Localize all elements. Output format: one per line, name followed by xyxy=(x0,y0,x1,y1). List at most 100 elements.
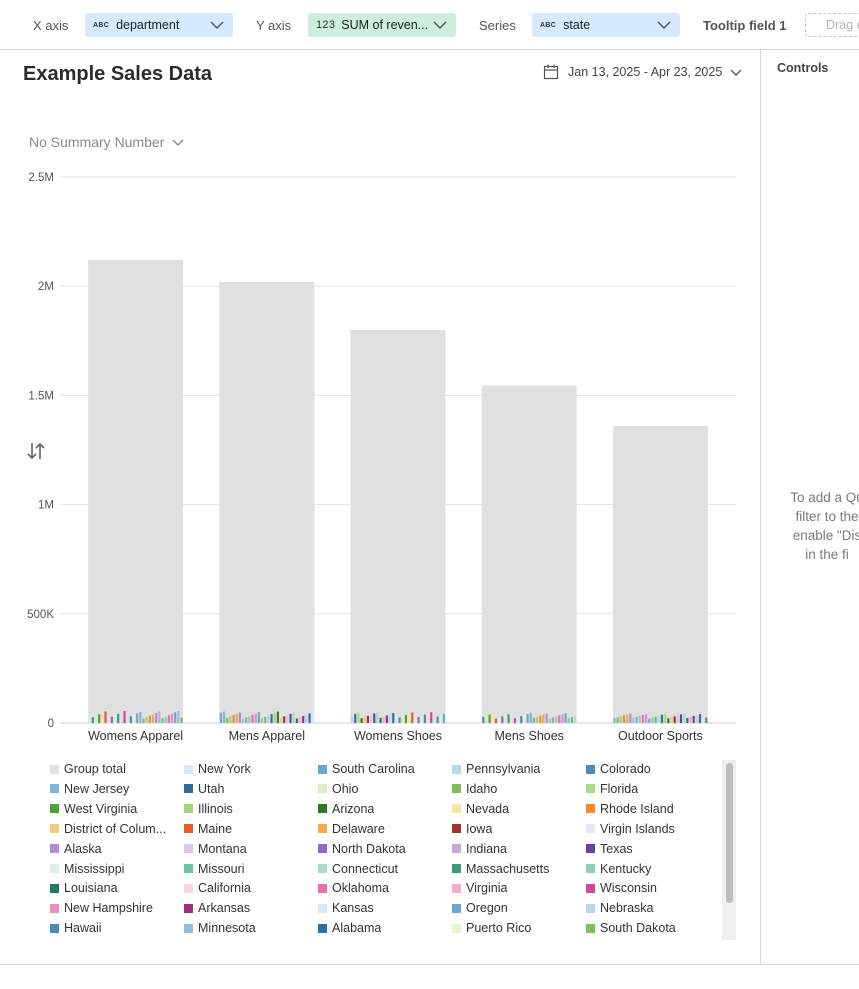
legend-item[interactable]: Minnesota xyxy=(184,921,312,935)
y-tick-label: 500K xyxy=(27,609,54,621)
legend-scrollbar-thumb[interactable] xyxy=(726,763,733,903)
bar-state xyxy=(641,715,645,723)
text-type-icon: ABC xyxy=(93,21,110,29)
legend-item[interactable]: Massachusetts xyxy=(452,862,580,876)
legend-item[interactable]: Montana xyxy=(184,842,312,856)
legend-item[interactable]: Delaware xyxy=(318,822,446,836)
bar-state xyxy=(270,714,273,723)
legend-swatch xyxy=(452,804,461,814)
bar-state xyxy=(488,714,491,723)
legend-item[interactable]: Idaho xyxy=(452,782,580,796)
legend-item[interactable]: Virginia xyxy=(452,881,580,895)
legend-label: Ohio xyxy=(332,781,359,796)
legend-label: Puerto Rico xyxy=(466,921,532,936)
legend-item[interactable]: Virgin Islands xyxy=(586,822,714,836)
legend-item[interactable]: Connecticut xyxy=(318,862,446,876)
bar-state xyxy=(536,716,539,723)
chevron-down-icon xyxy=(730,69,742,76)
bar-state xyxy=(404,715,407,723)
legend-item[interactable]: South Carolina xyxy=(318,762,446,776)
legend-item[interactable]: Iowa xyxy=(452,822,580,836)
bar-state xyxy=(427,713,430,723)
legend-item[interactable]: Oklahoma xyxy=(318,881,446,895)
legend-item[interactable]: Wisconsin xyxy=(586,881,714,895)
legend-item[interactable]: New Hampshire xyxy=(50,901,178,915)
legend-item[interactable]: Florida xyxy=(586,782,714,796)
x-axis-field-pill[interactable]: ABC department xyxy=(85,13,233,37)
bar-state xyxy=(286,715,289,723)
bar-state xyxy=(513,718,517,723)
legend-label: Pennsylvania xyxy=(466,762,541,776)
legend-item[interactable]: Indiana xyxy=(452,842,580,856)
bar-state xyxy=(145,717,148,723)
sort-icon[interactable] xyxy=(25,440,47,462)
summary-number-dropdown[interactable]: No Summary Number xyxy=(29,134,186,150)
legend-item[interactable]: Louisiana xyxy=(50,881,178,895)
legend-item[interactable]: Hawaii xyxy=(50,921,178,935)
legend-label: Kansas xyxy=(332,901,374,916)
legend-swatch xyxy=(452,844,461,854)
bar-state xyxy=(561,714,564,723)
legend-swatch xyxy=(452,883,461,893)
legend-label: Nebraska xyxy=(600,901,654,916)
legend-label: Hawaii xyxy=(64,921,102,936)
legend-item[interactable]: Oregon xyxy=(452,901,580,915)
legend-item[interactable]: Alabama xyxy=(318,921,446,935)
bar-state xyxy=(241,718,245,723)
bar-state xyxy=(373,713,376,723)
legend-item[interactable]: Illinois xyxy=(184,802,312,816)
legend-item[interactable]: Rhode Island xyxy=(586,802,714,816)
legend-swatch xyxy=(184,804,193,814)
bar-state xyxy=(101,712,104,723)
legend-item[interactable]: Kentucky xyxy=(586,862,714,876)
chevron-down-icon xyxy=(657,21,671,29)
legend-item[interactable]: Arizona xyxy=(318,802,446,816)
bar-state xyxy=(292,712,295,723)
bar-state xyxy=(98,714,101,723)
legend-item[interactable]: Ohio xyxy=(318,782,446,796)
legend-item[interactable]: Nebraska xyxy=(586,901,714,915)
bar-state xyxy=(129,716,132,723)
legend-item[interactable]: South Dakota xyxy=(586,921,714,935)
bar-state xyxy=(136,713,139,723)
bar-state xyxy=(645,714,648,723)
legend-item[interactable]: Mississippi xyxy=(50,862,178,876)
legend-item[interactable]: Texas xyxy=(586,842,714,856)
legend-item[interactable]: West Virginia xyxy=(50,802,178,816)
chart-legend: Group total New York South Carolina Pennsyl… xyxy=(50,762,720,940)
bottom-divider xyxy=(0,964,859,965)
bar-state xyxy=(676,715,679,723)
legend-item[interactable]: Alaska xyxy=(50,842,178,856)
legend-label: Florida xyxy=(600,781,639,796)
legend-item[interactable]: Pennsylvania xyxy=(452,762,580,776)
legend-item[interactable]: California xyxy=(184,881,312,895)
bar-state xyxy=(638,716,641,723)
legend-item[interactable]: Colorado xyxy=(586,762,714,776)
legend-label: Oklahoma xyxy=(332,881,389,896)
series-field-name: state xyxy=(563,18,591,32)
series-field-pill[interactable]: ABC state xyxy=(532,13,680,37)
legend-item[interactable]: Kansas xyxy=(318,901,446,915)
legend-item[interactable]: Arkansas xyxy=(184,901,312,915)
bar-state xyxy=(619,716,622,723)
y-axis-field-pill[interactable]: 123 SUM of reven... xyxy=(308,13,456,37)
legend-item[interactable]: Utah xyxy=(184,782,312,796)
bar-state xyxy=(389,714,392,723)
bar-state xyxy=(395,718,398,723)
date-range-picker[interactable]: Jan 13, 2025 - Apr 23, 2025 xyxy=(543,64,744,80)
bar-state xyxy=(430,712,433,723)
legend-item[interactable]: District of Colum... xyxy=(50,822,178,836)
legend-item[interactable]: Missouri xyxy=(184,862,312,876)
bar-state xyxy=(660,714,664,723)
legend-item[interactable]: Nevada xyxy=(452,802,580,816)
legend-item[interactable]: North Dakota xyxy=(318,842,446,856)
bar-state xyxy=(308,713,311,723)
legend-swatch xyxy=(184,764,193,774)
legend-item[interactable]: Maine xyxy=(184,822,312,836)
legend-item[interactable]: Puerto Rico xyxy=(452,921,580,935)
legend-item[interactable]: New Jersey xyxy=(50,782,178,796)
legend-item[interactable]: New York xyxy=(184,762,312,776)
legend-item[interactable]: Group total xyxy=(50,762,178,776)
bar-state xyxy=(88,718,91,723)
tooltip-drop-zone[interactable]: Drag c xyxy=(805,13,859,37)
